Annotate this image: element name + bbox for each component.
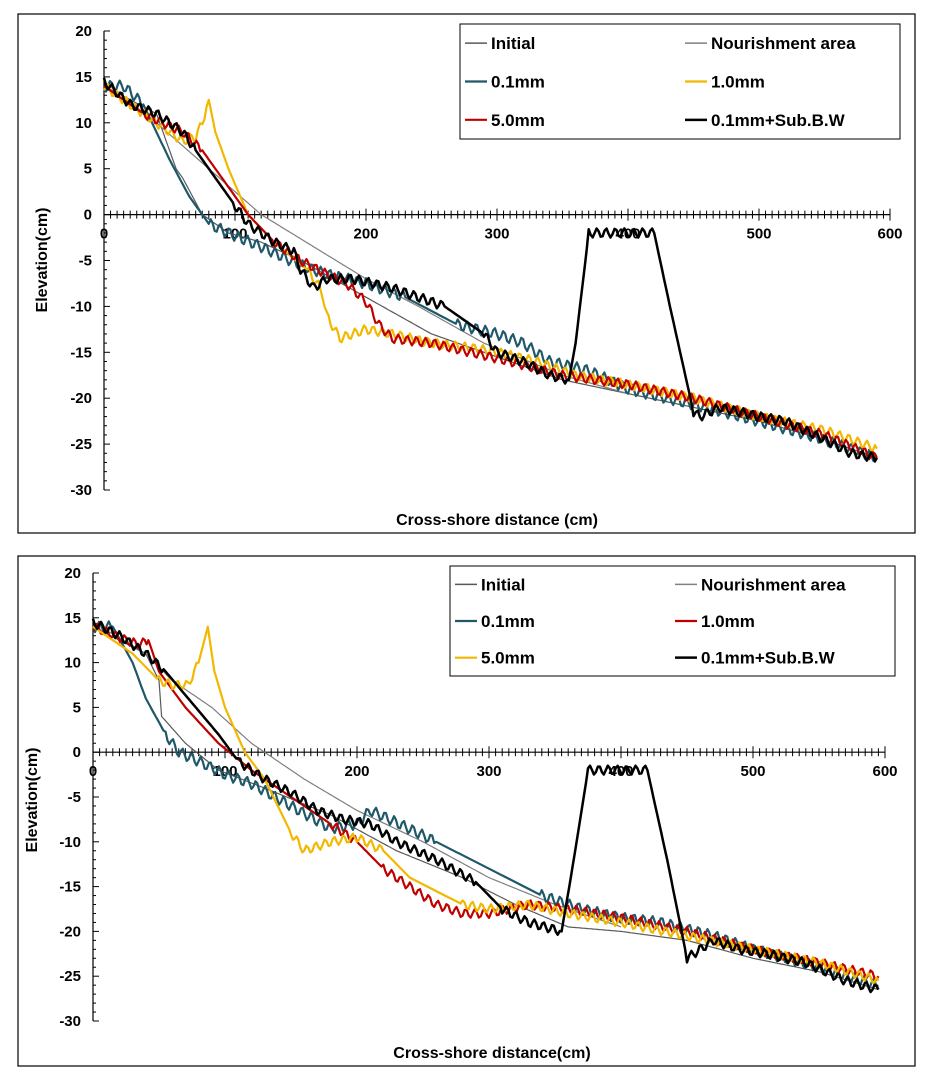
y-tick-label: 20 — [75, 23, 92, 40]
y-tick-label: -10 — [59, 834, 81, 851]
legend: Initial Nourishment area 0.1mm 1.0mm 5.0mm 0.… — [459, 23, 901, 140]
y-tick-label: -20 — [70, 390, 92, 407]
y-tick-label: 15 — [75, 69, 92, 86]
legend-box — [459, 23, 901, 140]
y-axis-title: Elevation(cm) — [34, 208, 51, 313]
y-tick-label: -5 — [68, 789, 81, 806]
y-tick-label: 20 — [64, 565, 81, 582]
x-tick-label: 200 — [344, 763, 369, 780]
y-tick-label: 0 — [73, 744, 81, 761]
legend-label: 1.0mm — [711, 73, 765, 92]
x-tick-label: 500 — [740, 763, 765, 780]
x-tick-label: 600 — [877, 226, 902, 243]
x-tick-label: 600 — [872, 763, 897, 780]
y-tick-label: -30 — [59, 1013, 81, 1030]
x-tick-label: 200 — [353, 226, 378, 243]
series-line-5-0mm — [103, 85, 878, 461]
y-tick-label: -25 — [59, 968, 81, 985]
y-tick-label: 10 — [75, 115, 92, 132]
legend-label: Initial — [481, 575, 525, 594]
legend-label: Nourishment area — [711, 34, 856, 53]
y-tick-label: -25 — [70, 436, 92, 453]
y-tick-label: 15 — [64, 610, 81, 627]
y-tick-label: 0 — [84, 207, 92, 224]
y-tick-label: 10 — [64, 655, 81, 672]
y-tick-label: -20 — [59, 923, 81, 940]
plot-area — [91, 618, 880, 994]
x-tick-label: 0 — [100, 226, 108, 243]
series-line-0-1mm-sub-b-w — [91, 618, 880, 994]
plot-area — [102, 77, 878, 463]
legend-label: 0.1mm — [481, 612, 535, 631]
series-line-0-1mm-sub-b-w — [102, 77, 878, 463]
legend-label: 0.1mm+Sub.B.W — [711, 111, 846, 130]
legend-label: 0.1mm+Sub.B.W — [701, 649, 836, 668]
x-tick-label: 300 — [484, 226, 509, 243]
x-tick-label: 300 — [476, 763, 501, 780]
y-tick-label: -5 — [79, 253, 92, 270]
legend-label: 5.0mm — [481, 649, 535, 668]
y-tick-label: -15 — [70, 344, 92, 361]
x-axis-title: Cross-shore distance (cm) — [396, 512, 598, 529]
y-tick-label: 5 — [73, 699, 81, 716]
legend-label: 1.0mm — [701, 612, 755, 631]
x-tick-label: 500 — [746, 226, 771, 243]
legend: Initial Nourishment area 0.1mm 1.0mm 5.0mm 0.… — [449, 565, 896, 677]
legend-label: 0.1mm — [491, 73, 545, 92]
legend-label: Initial — [491, 34, 535, 53]
y-tick-label: 5 — [84, 161, 92, 178]
legend-label: 5.0mm — [491, 111, 545, 130]
legend-label: Nourishment area — [701, 575, 846, 594]
y-tick-label: -15 — [59, 879, 81, 896]
series-line-nourishment-area — [103, 81, 629, 395]
y-tick-label: -30 — [70, 482, 92, 499]
y-tick-label: -10 — [70, 298, 92, 315]
legend-box — [449, 565, 896, 677]
x-tick-label: 0 — [89, 763, 97, 780]
y-axis-title: Elevation(cm) — [24, 748, 41, 853]
x-axis-title: Cross-shore distance(cm) — [393, 1045, 590, 1062]
